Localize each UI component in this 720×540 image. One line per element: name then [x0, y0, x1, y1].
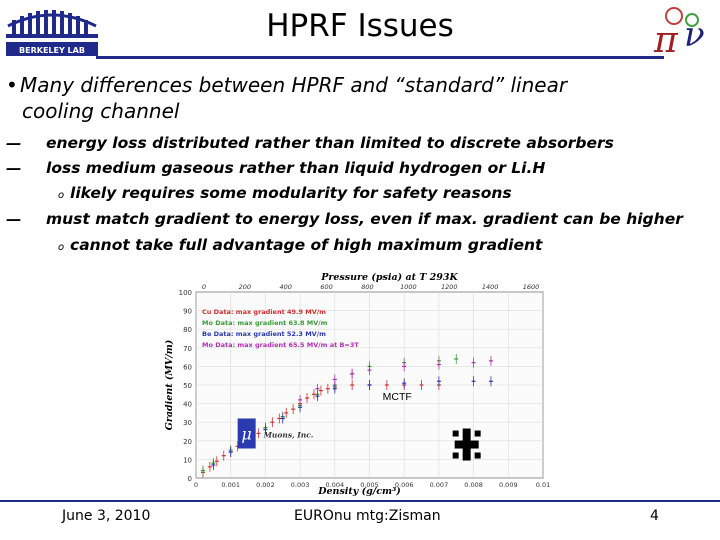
fermilab-logo-corner [474, 430, 481, 437]
sub-item-1: — energy loss distributed rather than lim… [6, 132, 614, 154]
svg-text:π: π [653, 20, 679, 58]
footer-event: EUROnu mtg:Zisman [294, 508, 441, 524]
x-tick-label: 0.006 [395, 481, 414, 489]
y-tick-label: 10 [183, 456, 192, 464]
y-tick-label: 20 [183, 438, 192, 446]
x-tick-label: 0.009 [499, 481, 518, 489]
sub-item-2: — loss medium gaseous rather than liquid … [6, 157, 545, 179]
y-tick-label: 80 [183, 326, 192, 334]
y-tick-label: 90 [183, 308, 192, 316]
dash-icon: — [6, 134, 22, 152]
y-axis-label: Gradient (MV/m) [164, 340, 175, 431]
footer-date: June 3, 2010 [62, 508, 151, 524]
sub-item-text: energy loss distributed rather than limi… [46, 134, 614, 152]
berkeley-lab-logo: BERKELEY LAB [6, 10, 98, 56]
circle-bullet-icon: o [58, 190, 65, 201]
sub-sub-item-1: o likely requires some modularity for saf… [58, 182, 512, 207]
sub-sub-item-text: cannot take full advantage of high maxim… [70, 236, 543, 254]
legend-entry: Cu Data: max gradient 49.9 MV/m [202, 308, 326, 316]
y-tick-label: 60 [183, 363, 192, 371]
top-tick-label: 1000 [400, 283, 417, 291]
legend-entry: Mo Data: max gradient 65.5 MV/m at B=3T [202, 341, 359, 349]
y-tick-label: 30 [183, 419, 192, 427]
sub-sub-item-2: o cannot take full advantage of high maxi… [58, 234, 542, 259]
x-tick-label: 0.007 [430, 481, 449, 489]
muons-logo-label: Muons, Inc. [263, 430, 314, 439]
x-tick-label: 0.005 [360, 481, 379, 489]
circle-bullet-icon: o [58, 242, 65, 253]
page-number: 4 [650, 508, 659, 524]
slide-title: HPRF Issues [266, 8, 454, 44]
logo-text: BERKELEY LAB [19, 46, 85, 55]
chart-title: Pressure (psia) at T 293K [320, 272, 458, 283]
sub-item-text: must match gradient to energy loss, even… [46, 210, 683, 228]
dash-icon: — [6, 210, 22, 228]
x-tick-label: 0.003 [291, 481, 310, 489]
top-tick-label: 800 [361, 283, 373, 291]
title-underline [96, 56, 664, 59]
sub-sub-item-text: likely requires some modularity for safe… [70, 184, 512, 202]
sub-item-text: loss medium gaseous rather than liquid h… [46, 159, 546, 177]
x-tick-label: 0.008 [464, 481, 483, 489]
legend-entry: Be Data: max gradient 52.3 MV/m [202, 330, 326, 338]
muons-logo-box [237, 418, 256, 449]
bullet-dot: • [6, 73, 18, 97]
mctf-annotation: MCTF [383, 391, 412, 403]
main-bullet-text: Many differences between HPRF and “stand… [20, 73, 568, 97]
y-tick-label: 100 [179, 289, 192, 297]
y-tick-label: 70 [183, 345, 192, 353]
top-tick-label: 200 [239, 283, 251, 291]
fermilab-logo-corner [452, 452, 459, 459]
top-tick-label: 1400 [482, 283, 499, 291]
svg-text:ν: ν [684, 15, 705, 55]
x-tick-label: 0 [194, 481, 198, 489]
top-tick-label: 600 [320, 283, 332, 291]
y-tick-label: 0 [188, 475, 192, 483]
muons-logo-glyph: μ [241, 424, 251, 443]
top-tick-label: 1200 [441, 283, 458, 291]
x-tick-label: 0.01 [536, 481, 550, 489]
top-tick-label: 1600 [523, 283, 540, 291]
sub-item-3: — must match gradient to energy loss, eve… [6, 208, 683, 230]
y-tick-label: 40 [183, 401, 192, 409]
fermilab-logo-stem [462, 428, 471, 461]
top-tick-label: 400 [280, 283, 292, 291]
fermilab-logo-corner [452, 430, 459, 437]
top-tick-label: 0 [202, 283, 206, 291]
x-tick-label: 0.001 [221, 481, 240, 489]
x-axis-label: Density (g/cm³) [317, 486, 400, 496]
dash-icon: — [6, 159, 22, 177]
main-bullet-continued: cooling channel [22, 99, 180, 123]
footer-rule [0, 500, 720, 502]
main-bullet: • Many differences between HPRF and “stan… [6, 72, 567, 98]
y-tick-label: 50 [183, 382, 192, 390]
fermilab-logo-corner [474, 452, 481, 459]
x-tick-label: 0.002 [256, 481, 275, 489]
legend-entry: Mo Data: max gradient 63.8 MV/m [202, 319, 328, 327]
pi-nu-logo: π ν [653, 7, 705, 58]
x-tick-label: 0.004 [325, 481, 344, 489]
